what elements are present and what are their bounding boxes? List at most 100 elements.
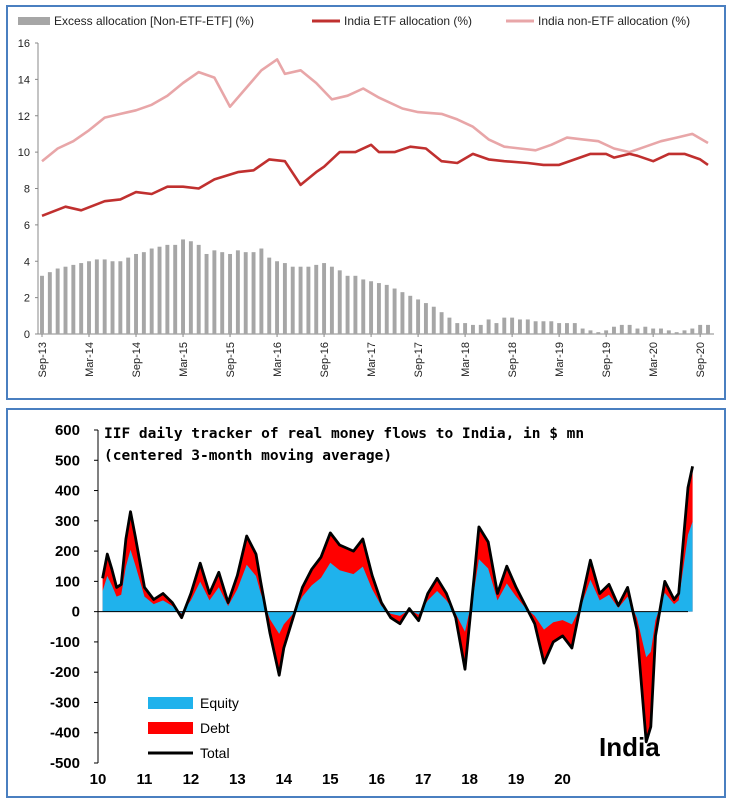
x-tick-label: Sep-13 — [37, 342, 49, 377]
excess-bar — [627, 324, 632, 334]
x-tick-label: Sep-15 — [225, 342, 237, 377]
x-tick-label: Mar-20 — [648, 342, 660, 377]
y-tick-label: 600 — [55, 422, 80, 439]
x-tick-label: 14 — [275, 771, 292, 788]
y-tick-label: 16 — [18, 38, 30, 50]
excess-bar — [510, 317, 515, 334]
excess-bar — [659, 328, 663, 334]
excess-bar — [149, 248, 154, 334]
y-tick-label: -300 — [50, 694, 80, 711]
chart-panel-allocation: Excess allocation [Non-ETF-ETF] (%) India… — [6, 5, 726, 400]
excess-bar — [588, 330, 593, 334]
excess-bar — [71, 264, 76, 334]
excess-bar — [376, 283, 381, 334]
y-tick-label: 0 — [72, 604, 80, 621]
allocation-chart: Excess allocation [Non-ETF-ETF] (%) India… — [18, 14, 714, 377]
x-tick-label: 10 — [90, 771, 107, 788]
x-tick-label: 17 — [415, 771, 432, 788]
excess-bar — [40, 275, 44, 334]
y-tick-label: 300 — [55, 513, 80, 530]
x-tick-label: Mar-14 — [84, 342, 96, 377]
excess-bar — [596, 332, 601, 334]
excess-bar — [259, 248, 264, 334]
y-tick-label: 14 — [18, 74, 30, 86]
non-etf-line — [41, 58, 709, 163]
total-line — [101, 466, 694, 744]
excess-bar — [643, 326, 648, 334]
excess-bar — [549, 321, 554, 334]
y-tick-label: 10 — [18, 147, 30, 159]
excess-bar — [306, 266, 311, 334]
excess-bar — [619, 324, 624, 334]
excess-bar — [494, 323, 499, 334]
excess-bar — [423, 303, 428, 334]
excess-bar — [651, 328, 656, 334]
excess-bar — [181, 239, 185, 334]
legend-label-debt: Debt — [200, 720, 230, 736]
excess-bar — [470, 324, 475, 334]
excess-bar — [275, 261, 280, 334]
excess-bar — [392, 288, 397, 334]
excess-bar — [557, 323, 562, 334]
excess-bar — [282, 263, 287, 334]
x-tick-label: 16 — [368, 771, 385, 788]
x-tick-label: Mar-19 — [554, 342, 566, 377]
excess-bar — [541, 321, 546, 334]
x-tick-label: 19 — [508, 771, 525, 788]
x-tick-label: 20 — [554, 771, 571, 788]
y-tick-label: 4 — [24, 256, 30, 268]
legend-label-2: India non-ETF allocation (%) — [538, 14, 690, 28]
x-tick-label: 15 — [322, 771, 339, 788]
x-tick-label: Sep-19 — [601, 342, 613, 377]
excess-bar — [447, 317, 452, 334]
excess-bar — [682, 330, 687, 334]
excess-bar — [314, 264, 319, 334]
excess-bar — [384, 284, 389, 334]
x-tick-label: Mar-15 — [178, 342, 190, 377]
y-tick-label: 400 — [55, 483, 80, 500]
x-tick-label: 13 — [229, 771, 246, 788]
excess-bar — [463, 323, 468, 334]
y-tick-label: 2 — [24, 293, 30, 305]
x-tick-label: Sep-20 — [695, 342, 707, 377]
excess-bar — [102, 259, 107, 334]
y-tick-label: 12 — [18, 111, 30, 123]
legend-label-0: Excess allocation [Non-ETF-ETF] (%) — [54, 14, 254, 28]
excess-bar — [565, 323, 569, 334]
excess-bar — [369, 281, 374, 334]
excess-bar — [580, 328, 585, 334]
excess-bar — [63, 266, 68, 334]
x-tick-label: 11 — [137, 771, 153, 788]
excess-bar — [47, 272, 52, 334]
y-tick-label: -400 — [50, 725, 80, 742]
excess-bar — [173, 244, 178, 334]
excess-bar — [604, 330, 609, 334]
y-tick-label: 6 — [24, 220, 30, 232]
excess-bar — [322, 263, 327, 334]
chart-panel-flows: 600 500 400 300 200 100 0 -100 -200 -300 -400 -500 1… — [6, 408, 726, 798]
excess-bar — [126, 257, 131, 334]
excess-bar — [298, 266, 303, 334]
excess-bar — [290, 266, 295, 334]
x-tick-label: Mar-18 — [460, 342, 472, 377]
legend-swatch-debt — [148, 722, 193, 734]
legend-swatch-equity — [148, 697, 193, 709]
y-tick-label: 100 — [55, 573, 80, 590]
etf-line — [41, 143, 709, 218]
excess-bar — [666, 330, 671, 334]
excess-bar — [361, 279, 366, 334]
excess-bar — [706, 324, 710, 334]
excess-bar — [416, 299, 421, 334]
excess-bar — [87, 261, 91, 334]
excess-bar — [157, 246, 162, 334]
excess-bar — [228, 253, 233, 334]
excess-bar — [110, 261, 115, 334]
excess-bar — [455, 323, 460, 334]
y-tick-label: -500 — [50, 755, 80, 772]
excess-bar — [439, 312, 444, 334]
excess-bar — [517, 319, 522, 334]
excess-bar — [612, 326, 616, 334]
y-tick-label: -100 — [50, 634, 80, 651]
y-tick-label: 200 — [55, 543, 80, 560]
excess-bar — [353, 275, 358, 334]
